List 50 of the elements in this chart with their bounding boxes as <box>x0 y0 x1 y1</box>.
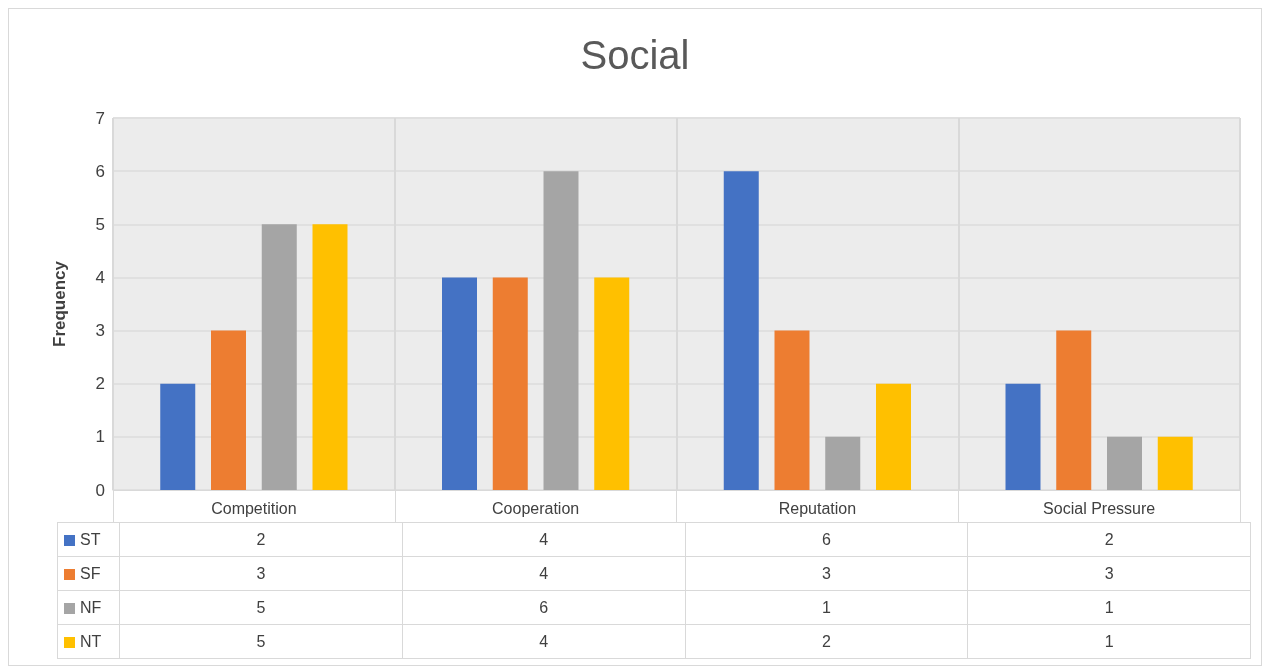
y-tick-label: 4 <box>95 267 105 287</box>
bar <box>1005 383 1041 490</box>
data-label: 2 <box>967 522 1251 557</box>
legend-label: NF <box>57 590 120 625</box>
bar <box>1157 436 1193 490</box>
bar <box>594 277 630 490</box>
x-tick-label: Reputation <box>778 499 857 517</box>
y-tick-label: 2 <box>95 374 105 394</box>
y-tick-label: 7 <box>95 108 105 128</box>
y-tick-label: 0 <box>95 480 105 500</box>
x-tick-label: Social Pressure <box>1043 499 1156 517</box>
data-label: 1 <box>967 624 1251 659</box>
data-label: 1 <box>967 590 1251 625</box>
legend-label: SF <box>57 556 120 591</box>
bar <box>825 436 861 490</box>
bar <box>261 224 297 490</box>
y-tick-label: 6 <box>95 161 105 181</box>
data-label: 4 <box>402 522 685 557</box>
legend-label: NT <box>57 624 120 659</box>
data-label: 3 <box>967 556 1251 591</box>
legend-label: ST <box>57 522 120 557</box>
y-axis-title: Frequency <box>50 260 69 347</box>
data-label: 2 <box>685 624 968 659</box>
data-label: 4 <box>402 556 685 591</box>
data-label: 1 <box>685 590 968 625</box>
bar <box>774 330 810 490</box>
data-label: 6 <box>685 522 968 557</box>
data-label: 3 <box>685 556 968 591</box>
bar <box>723 171 759 490</box>
bar <box>312 224 348 490</box>
bar <box>442 277 477 490</box>
bar <box>1056 330 1092 490</box>
bar <box>211 330 246 490</box>
data-label: 5 <box>119 624 403 659</box>
bar <box>492 277 528 490</box>
y-tick-label: 5 <box>95 214 105 234</box>
bar <box>876 383 911 490</box>
data-label: 3 <box>119 556 403 591</box>
y-tick-label: 3 <box>95 321 105 341</box>
bar <box>1107 436 1142 490</box>
bar <box>160 383 196 490</box>
data-label: 6 <box>402 590 685 625</box>
data-label: 5 <box>119 590 403 625</box>
x-tick-label: Cooperation <box>492 499 580 517</box>
x-tick-label: Competition <box>211 499 297 517</box>
data-label: 4 <box>402 624 685 659</box>
data-label: 2 <box>119 522 403 557</box>
y-tick-label: 1 <box>95 427 105 447</box>
bar <box>543 171 579 490</box>
chart-title: Social <box>580 33 690 77</box>
